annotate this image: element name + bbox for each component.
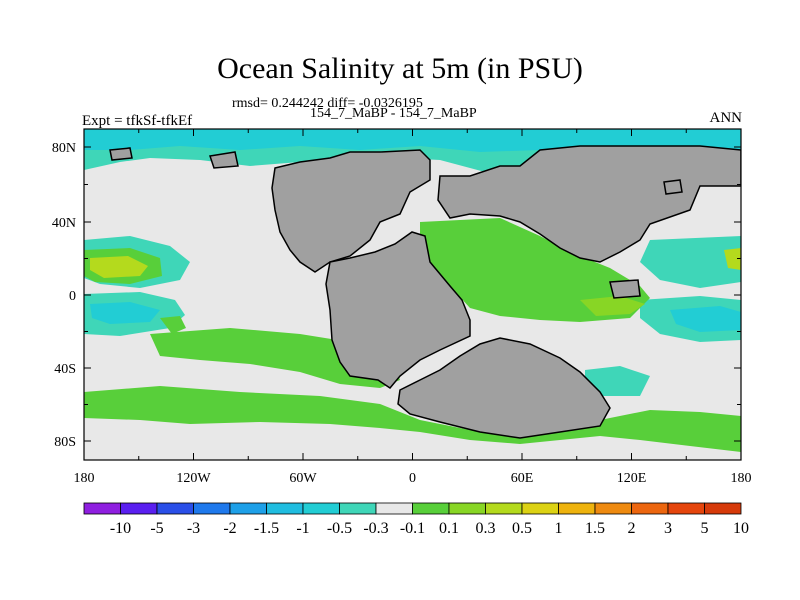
colorbar-label: -1	[296, 520, 309, 537]
colorbar-label: 0.3	[476, 520, 496, 537]
latitude-axis: 80N 40N 0 40S 80S	[52, 141, 741, 450]
tethys-salty-core	[580, 296, 645, 316]
colorbar-label: -0.5	[327, 520, 352, 537]
colorbar-swatch	[594, 502, 632, 515]
colorbar-label: 2	[628, 520, 636, 537]
colorbar-label: -2	[223, 520, 236, 537]
colorbar-swatch	[521, 502, 559, 515]
lon-tick-label: 60W	[289, 471, 317, 486]
colorbar-swatch	[339, 502, 377, 515]
tethys-salty-region	[420, 218, 650, 322]
land-masses	[109, 145, 741, 439]
colorbar-swatch	[631, 502, 669, 515]
colorbar-swatch	[193, 502, 231, 515]
land-island-east-arctic	[663, 179, 683, 195]
land-central-africa	[325, 231, 471, 389]
colorbar-label: -0.1	[400, 520, 425, 537]
land-island-east	[609, 279, 641, 299]
colorbar-swatch	[229, 502, 267, 515]
colorbar-label: -1.5	[254, 520, 279, 537]
southeast-fresh-patch	[585, 366, 650, 396]
colorbar-swatch	[83, 502, 121, 515]
colorbar-label: -5	[150, 520, 163, 537]
east-ocean-fresh-region	[640, 236, 741, 288]
east-ocean-fresh-core	[670, 306, 741, 332]
lat-tick-label: 40N	[52, 216, 76, 231]
lon-tick-label: 180	[74, 471, 95, 486]
colorbar-label: -0.3	[363, 520, 388, 537]
lat-tick-label: 40S	[54, 362, 76, 377]
experiment-subtitle: 154_7_MaBP - 154_7_MaBP	[310, 106, 477, 121]
colorbar-swatch	[302, 502, 340, 515]
central-pacific-salty-patch	[160, 316, 186, 334]
lat-tick-label: 80S	[54, 435, 76, 450]
land-north-east-continent	[437, 145, 741, 263]
lon-tick-label: 0	[409, 471, 416, 486]
land-north-west-continent	[271, 149, 431, 273]
colorbar-label: -10	[110, 520, 131, 537]
land-island-arctic-2	[109, 147, 133, 161]
lon-tick-label: 120W	[176, 471, 211, 486]
longitude-axis: 180 120W 60W 0 60E 120E 180	[74, 129, 752, 486]
colorbar-label: 10	[733, 520, 749, 537]
colorbar-swatch	[485, 502, 523, 515]
tropical-pacific-fresh-core	[90, 302, 160, 324]
colorbar-label: 1.5	[585, 520, 605, 537]
colorbar-swatch	[375, 502, 413, 515]
colorbar-label: 5	[701, 520, 709, 537]
colorbar-label: 3	[664, 520, 672, 537]
colorbar-label: 0.1	[439, 520, 459, 537]
colorbar-swatch	[667, 502, 705, 515]
colorbar-label: 1	[555, 520, 563, 537]
land-island-arctic	[209, 151, 239, 169]
rmsd-diff-stats: rmsd= 0.244242 diff= -0.0326195	[232, 96, 423, 111]
plot-title: Ocean Salinity at 5m (in PSU)	[217, 52, 583, 85]
colorbar-swatch	[412, 502, 450, 515]
colorbar-label: 0.5	[512, 520, 532, 537]
map-field	[84, 129, 741, 460]
colorbar-swatch	[448, 502, 486, 515]
lat-tick-label: 0	[69, 289, 76, 304]
southern-salty-band	[84, 386, 741, 452]
colorbar-swatch	[558, 502, 596, 515]
north-pacific-salty-core	[90, 256, 148, 278]
east-salty-core	[724, 248, 741, 270]
lon-tick-label: 120E	[617, 471, 647, 486]
colorbar-label: -3	[187, 520, 200, 537]
colorbar-swatch	[156, 502, 194, 515]
lat-tick-label: 80N	[52, 141, 76, 156]
lon-tick-label: 180	[731, 471, 752, 486]
experiment-label: Expt = tfkSf-tfkEf	[82, 113, 193, 129]
colorbar-swatch	[704, 502, 742, 515]
colorbar-swatch	[120, 502, 158, 515]
colorbar-swatch	[266, 502, 304, 515]
season-label: ANN	[709, 110, 743, 126]
lon-tick-label: 60E	[511, 471, 534, 486]
colorbar: -10 -5 -3 -2 -1.5 -1 -0.5 -0.3 -0.1 0.1 0.3 0.5 1 1.5…	[83, 502, 749, 537]
land-southern-continent	[397, 337, 611, 439]
